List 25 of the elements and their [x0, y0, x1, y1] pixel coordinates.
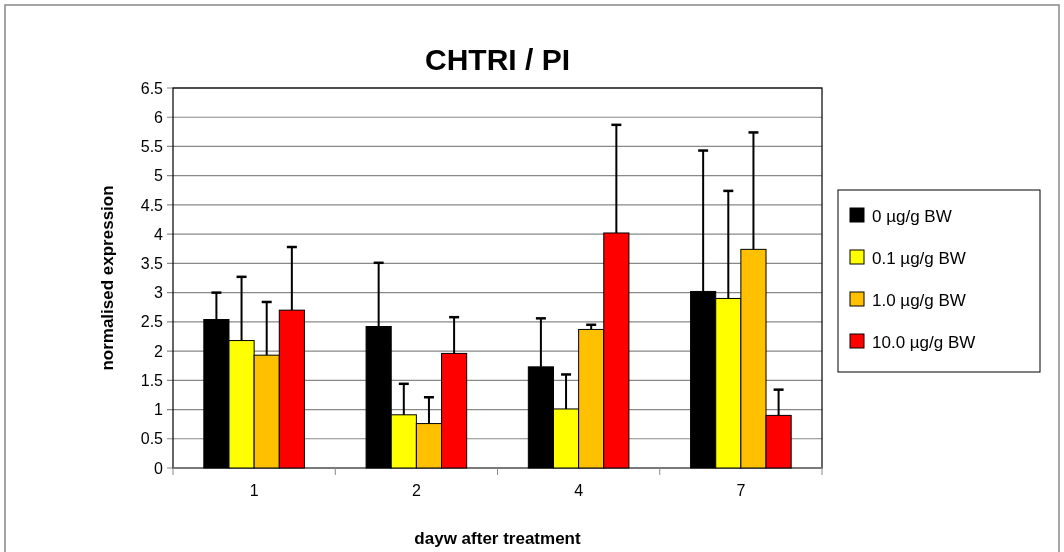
- y-tick-label: 4.5: [140, 196, 164, 214]
- x-tick-label: 2: [411, 482, 421, 499]
- legend-label: 10.0 µg/g BW: [872, 332, 976, 352]
- y-axis-title: normalised expression: [98, 185, 117, 371]
- y-tick-label: 1: [154, 401, 164, 419]
- chart-title: CHTRI / PI: [424, 43, 571, 76]
- legend-label: 0 µg/g BW: [872, 206, 952, 226]
- y-tick-label: 3.5: [140, 254, 164, 272]
- y-tick-label: 2: [154, 342, 164, 360]
- x-tick-label: 1: [249, 482, 259, 499]
- x-tick-label: 7: [736, 482, 746, 499]
- y-tick-label: 6.5: [140, 79, 164, 97]
- y-tick-label: 3: [154, 284, 164, 302]
- x-axis-title: dayw after treatment: [414, 529, 581, 548]
- y-tick-label: 4: [154, 225, 164, 243]
- y-tick-label: 0: [154, 459, 164, 477]
- y-tick-label: 2.5: [140, 313, 164, 331]
- y-tick-label: 5.5: [140, 138, 164, 156]
- y-tick-label: 5: [154, 167, 164, 185]
- legend-label: 1.0 µg/g BW: [872, 290, 966, 310]
- legend-label: 0.1 µg/g BW: [872, 248, 966, 268]
- x-tick-label: 4: [574, 482, 584, 499]
- y-tick-label: 0.5: [140, 430, 164, 448]
- y-tick-label: 1.5: [140, 371, 164, 389]
- y-tick-label: 6: [154, 108, 164, 126]
